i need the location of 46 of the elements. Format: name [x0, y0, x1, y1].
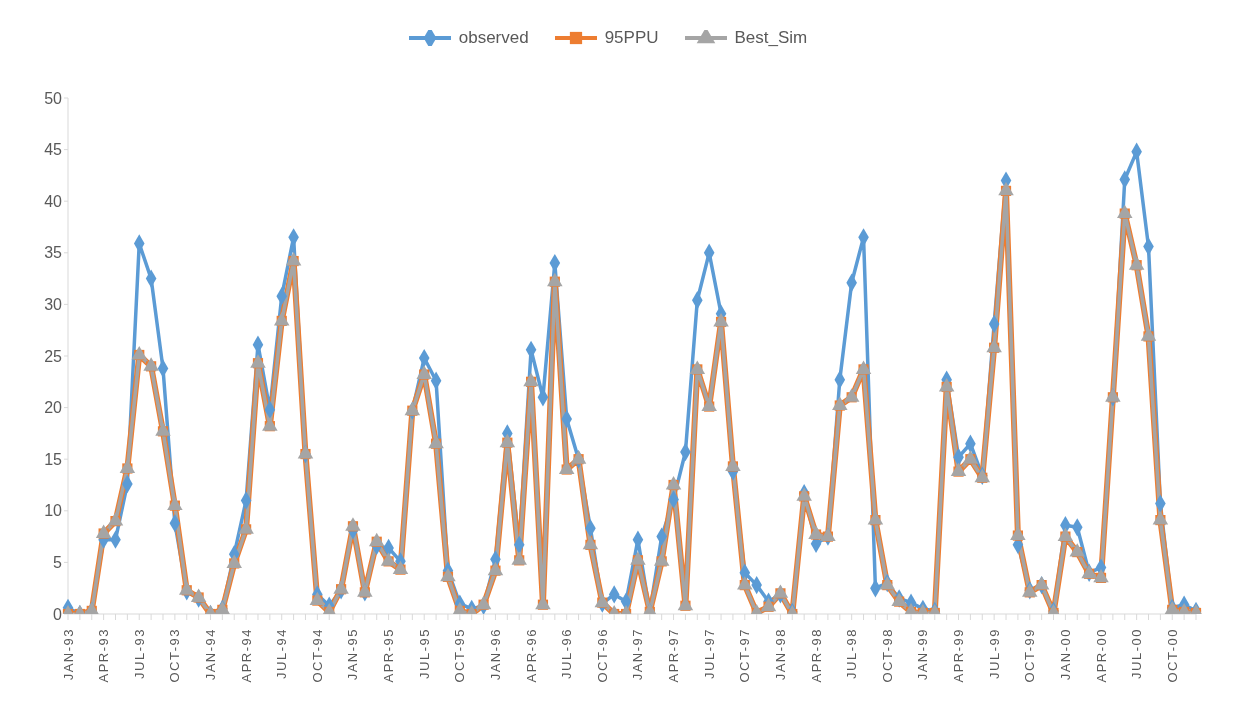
legend-label: Best_Sim: [733, 28, 808, 48]
y-tick-label: 20: [44, 399, 63, 417]
y-tick-label: 10: [44, 502, 63, 520]
y-tick-label: 30: [44, 296, 63, 314]
x-tick-label: JAN-99: [915, 628, 931, 681]
x-tick-label: JUL-97: [701, 628, 717, 679]
x-tick-label: JUL-00: [1129, 628, 1145, 679]
x-tick-label: JAN-95: [345, 628, 361, 681]
x-tick-label: JUL-99: [986, 628, 1002, 679]
x-tick-label: APR-99: [951, 628, 967, 683]
x-tick-label: JAN-93: [60, 628, 76, 681]
x-tick-label: JUL-93: [131, 628, 147, 679]
x-tick-label: APR-93: [96, 628, 112, 683]
x-tick-label: APR-98: [808, 628, 824, 683]
x-tick-label: JAN-00: [1057, 628, 1073, 681]
legend-label: observed: [457, 28, 529, 48]
y-tick-label: 25: [44, 347, 63, 365]
x-tick-label: JAN-98: [772, 628, 788, 681]
x-tick-label: JUL-94: [274, 628, 290, 679]
y-tick-label: 15: [44, 450, 63, 468]
y-tick-label: 5: [53, 554, 63, 572]
y-tick-label: 45: [44, 141, 63, 159]
x-tick-label: JAN-97: [630, 628, 646, 681]
y-tick-label: 50: [44, 89, 63, 107]
x-tick-label: OCT-93: [167, 628, 183, 683]
y-tick-label: 35: [44, 244, 63, 262]
x-tick-label: OCT-98: [879, 628, 895, 683]
legend-label: 95PPU: [603, 28, 659, 48]
x-tick-label: OCT-97: [737, 628, 753, 683]
x-tick-label: JAN-94: [202, 628, 218, 681]
x-tick-label: OCT-00: [1164, 628, 1180, 683]
x-tick-label: JUL-98: [844, 628, 860, 679]
x-tick-label: APR-95: [381, 628, 397, 683]
x-tick-label: JUL-96: [559, 628, 575, 679]
x-tick-label: OCT-94: [309, 628, 325, 683]
x-tick-label: OCT-96: [594, 628, 610, 683]
x-tick-label: JAN-96: [487, 628, 503, 681]
x-tick-label: APR-94: [238, 628, 254, 683]
x-tick-label: JUL-95: [416, 628, 432, 679]
y-tick-label: 40: [44, 192, 63, 210]
x-tick-label: APR-96: [523, 628, 539, 683]
x-tick-label: APR-97: [666, 628, 682, 683]
x-tick-label: APR-00: [1093, 628, 1109, 683]
x-tick-label: OCT-95: [452, 628, 468, 683]
y-tick-label: 0: [53, 605, 63, 623]
x-tick-label: OCT-99: [1022, 628, 1038, 683]
